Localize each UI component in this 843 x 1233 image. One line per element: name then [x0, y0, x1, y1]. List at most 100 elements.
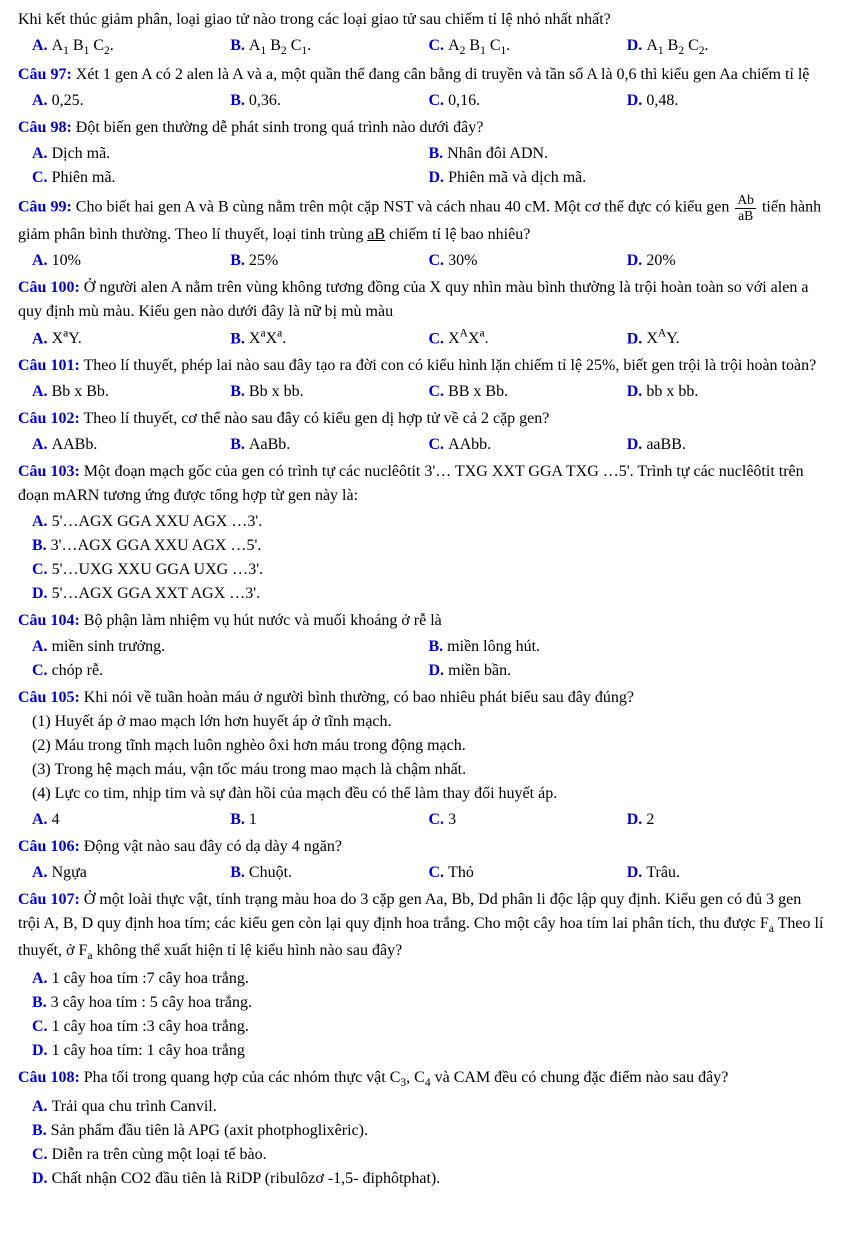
option-text: XaXa. [249, 330, 286, 347]
question-number: Câu 106: [18, 838, 80, 855]
option-label: C. [429, 37, 449, 54]
option-b: B. Chuột. [230, 861, 428, 885]
option-text: Trải qua chu trình Canvil. [52, 1098, 217, 1115]
option-label: B. [230, 864, 249, 881]
option-c: C. 5'…UXG XXU GGA UXG …3'. [32, 558, 825, 582]
option-b: B. AaBb. [230, 433, 428, 457]
option-label: A. [32, 1098, 52, 1115]
option-a: A. 10% [32, 249, 230, 273]
question-103: Câu 103: Một đoạn mạch gốc của gen có tr… [18, 460, 825, 606]
option-label: B. [230, 92, 249, 109]
option-d: D. 0,48. [627, 89, 825, 113]
option-label: D. [429, 662, 449, 679]
question-108: Câu 108: Pha tối trong quang hợp của các… [18, 1066, 825, 1190]
option-row: A. Ngựa B. Chuột. C. Thỏ D. Trâu. [18, 861, 825, 885]
option-b: B. XaXa. [230, 326, 428, 351]
option-label: B. [32, 537, 51, 554]
question-number: Câu 100: [18, 279, 80, 296]
question-number: Câu 102: [18, 410, 80, 427]
option-label: B. [230, 37, 249, 54]
option-d: D. Trâu. [627, 861, 825, 885]
question-101: Câu 101: Theo lí thuyết, phép lai nào sa… [18, 354, 825, 404]
option-text: AAbb. [448, 436, 491, 453]
option-a: A. Ngựa [32, 861, 230, 885]
option-label: C. [32, 169, 52, 186]
option-b: B. Nhân đôi ADN. [429, 142, 826, 166]
option-text: Bb x bb. [249, 383, 304, 400]
option-label: A. [32, 638, 52, 655]
option-c: C. Phiên mã. [32, 166, 429, 190]
option-text: BB x Bb. [448, 383, 508, 400]
question-text: Câu 108: Pha tối trong quang hợp của các… [18, 1066, 825, 1092]
option-text: Bb x Bb. [52, 383, 109, 400]
option-a: A. AABb. [32, 433, 230, 457]
option-d: D. XAY. [627, 326, 825, 351]
option-label: B. [230, 252, 249, 269]
option-row: A. 0,25. B. 0,36. C. 0,16. D. 0,48. [18, 89, 825, 113]
option-text: 0,36. [249, 92, 281, 109]
question-text: Câu 100: Ở người alen A nằm trên vùng kh… [18, 276, 825, 324]
question-body-before: Cho biết hai gen A và B cùng nằm trên mộ… [72, 199, 734, 216]
option-a: A. Trải qua chu trình Canvil. [32, 1095, 825, 1119]
option-a: A. miền sinh trưởng. [32, 635, 429, 659]
option-text: 3'…AGX GGA XXU AGX …5'. [51, 537, 262, 554]
option-label: A. [32, 330, 52, 347]
option-text: 25% [249, 252, 278, 269]
option-b: B. 25% [230, 249, 428, 273]
option-text: Nhân đôi ADN. [447, 145, 548, 162]
question-text: Câu 103: Một đoạn mạch gốc của gen có tr… [18, 460, 825, 508]
option-label: D. [627, 330, 647, 347]
question-body: Xét 1 gen A có 2 alen là A và a, một quầ… [72, 66, 810, 83]
question-intro: Khi kết thúc giảm phân, loại giao tử nào… [18, 8, 825, 60]
option-row: A. Dịch mã. B. Nhân đôi ADN. C. Phiên mã… [18, 142, 825, 190]
option-text: 1 cây hoa tím: 1 cây hoa trắng [52, 1042, 245, 1059]
option-text: Chuột. [249, 864, 292, 881]
question-text: Câu 107: Ở một loài thực vật, tính trạng… [18, 888, 825, 965]
option-row: A. Bb x Bb. B. Bb x bb. C. BB x Bb. D. b… [18, 380, 825, 404]
option-label: B. [230, 436, 249, 453]
question-body: Động vật nào sau đây có dạ dày 4 ngăn? [80, 838, 342, 855]
option-label: D. [32, 585, 52, 602]
option-b: B. 3 cây hoa tím : 5 cây hoa trắng. [32, 991, 825, 1015]
option-b: B. 1 [230, 808, 428, 832]
option-label: C. [429, 436, 449, 453]
option-a: A. Dịch mã. [32, 142, 429, 166]
option-text: 1 cây hoa tím :3 cây hoa trắng. [52, 1018, 249, 1035]
question-text: Câu 101: Theo lí thuyết, phép lai nào sa… [18, 354, 825, 378]
question-97: Câu 97: Xét 1 gen A có 2 alen là A và a,… [18, 63, 825, 113]
statement-2: (2) Máu trong tĩnh mạch luôn nghèo ôxi h… [32, 734, 825, 758]
option-text: 1 [249, 811, 257, 828]
option-label: C. [429, 864, 449, 881]
question-104: Câu 104: Bộ phận làm nhiệm vụ hút nước v… [18, 609, 825, 683]
option-d: D. 1 cây hoa tím: 1 cây hoa trắng [32, 1039, 825, 1063]
option-d: D. 2 [627, 808, 825, 832]
option-text: miền lông hút. [447, 638, 540, 655]
option-c: C. 1 cây hoa tím :3 cây hoa trắng. [32, 1015, 825, 1039]
statement-4: (4) Lực co tim, nhịp tim và sự đàn hồi c… [32, 782, 825, 806]
question-number: Câu 97: [18, 66, 72, 83]
option-row: A. miền sinh trưởng. B. miền lông hút. C… [18, 635, 825, 683]
question-102: Câu 102: Theo lí thuyết, cơ thể nào sau … [18, 407, 825, 457]
statement-3: (3) Trong hệ mạch máu, vận tốc máu trong… [32, 758, 825, 782]
option-b: B. 3'…AGX GGA XXU AGX …5'. [32, 534, 825, 558]
option-a: A. 4 [32, 808, 230, 832]
option-label: C. [429, 330, 449, 347]
option-d: D. 20% [627, 249, 825, 273]
question-number: Câu 98: [18, 119, 72, 136]
question-body: Một đoạn mạch gốc của gen có trình tự cá… [18, 463, 804, 504]
option-label: A. [32, 513, 52, 530]
option-b: B. A1 B2 C1. [230, 34, 428, 60]
option-b: B. miền lông hút. [429, 635, 826, 659]
option-c: C. 0,16. [429, 89, 627, 113]
question-number: Câu 99: [18, 199, 72, 216]
option-text: 3 [448, 811, 456, 828]
option-label: D. [429, 169, 449, 186]
question-text: Câu 102: Theo lí thuyết, cơ thể nào sau … [18, 407, 825, 431]
question-number: Câu 103: [18, 463, 80, 480]
option-b: B. Sản phẩm đầu tiên là APG (axit photph… [32, 1119, 825, 1143]
option-text: miền sinh trưởng. [52, 638, 166, 655]
option-row: A. XaY. B. XaXa. C. XAXa. D. XAY. [18, 326, 825, 351]
option-label: D. [32, 1042, 52, 1059]
option-label: B. [32, 1122, 51, 1139]
option-c: C. BB x Bb. [429, 380, 627, 404]
